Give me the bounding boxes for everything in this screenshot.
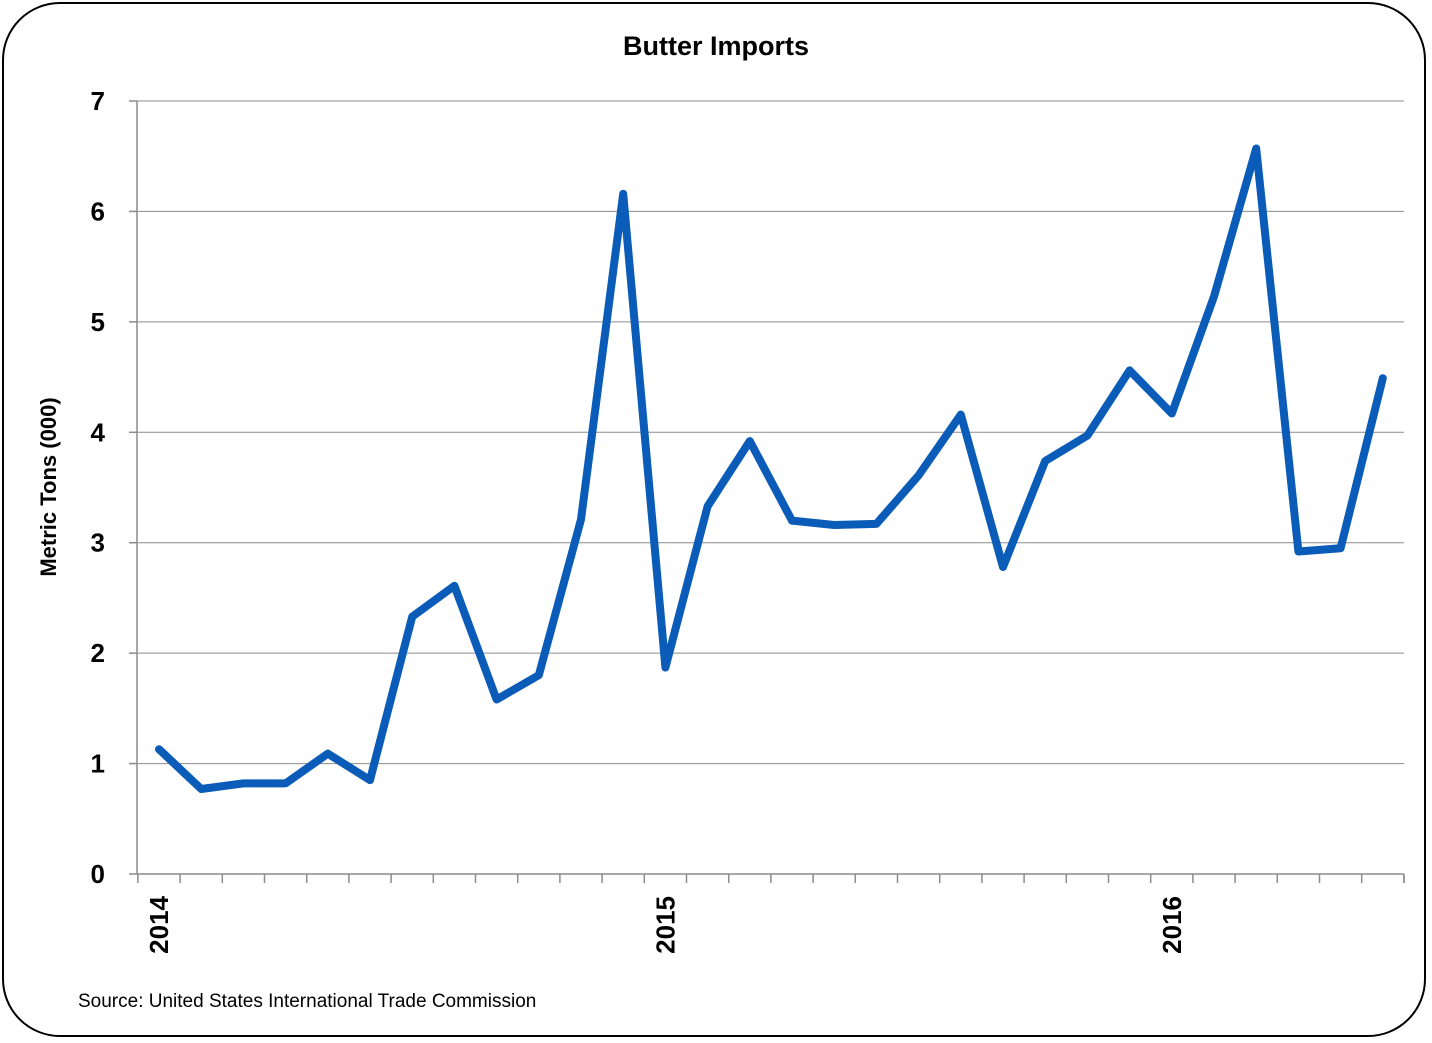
- y-tick-label: 4: [91, 417, 106, 447]
- x-tick-label-2015: 2015: [650, 896, 680, 954]
- y-axis-title: Metric Tons (000): [36, 397, 61, 576]
- axes: [129, 100, 1405, 883]
- x-tick-label-2014: 2014: [144, 895, 174, 953]
- y-tick-label: 1: [91, 749, 105, 779]
- chart-title: Butter Imports: [623, 31, 809, 61]
- y-tick-label: 3: [91, 528, 105, 558]
- series-line-0: [155, 144, 1387, 793]
- x-tick-labels: 2014 2015 2016: [144, 895, 1187, 953]
- y-tick-label: 0: [91, 859, 105, 889]
- y-tick-label: 6: [91, 196, 105, 226]
- y-tick-label: 2: [91, 638, 105, 668]
- source-note: Source: United States International Trad…: [78, 991, 536, 1012]
- gridlines: [137, 100, 1404, 765]
- x-tick-label-2016: 2016: [1157, 896, 1187, 954]
- y-tick-labels: 0 1 2 3 4 5 6 7: [91, 86, 106, 889]
- series-layer: [155, 144, 1387, 793]
- y-tick-label: 7: [91, 86, 105, 116]
- y-tick-label: 5: [91, 307, 105, 337]
